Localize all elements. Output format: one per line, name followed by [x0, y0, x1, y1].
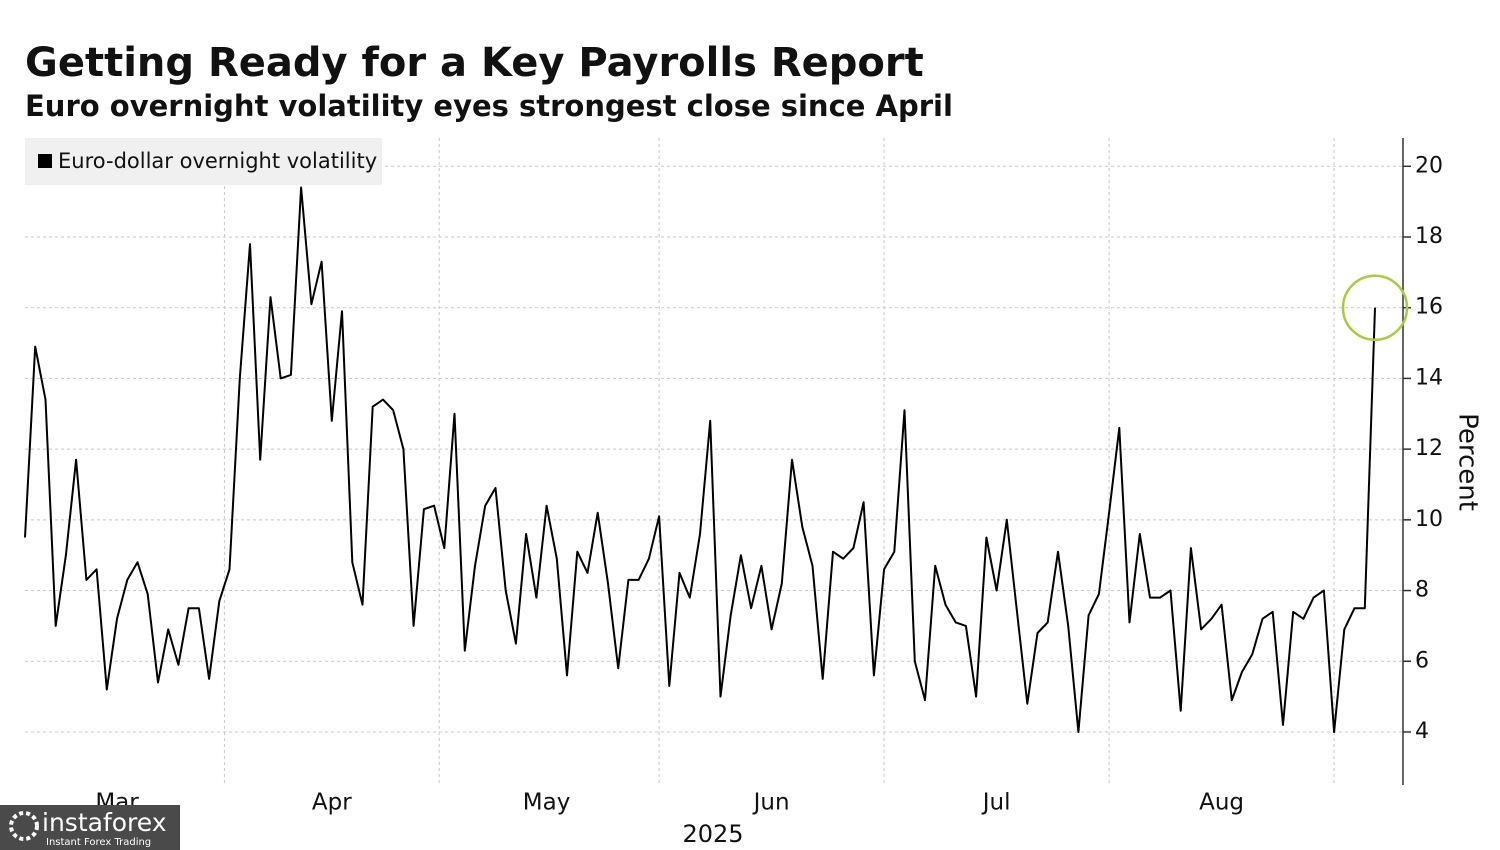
- highlight-circle: [1341, 274, 1409, 341]
- legend-box: [25, 138, 382, 185]
- y-tick-label: 10: [1415, 507, 1443, 532]
- x-tick-label: Apr: [312, 790, 352, 816]
- series-line: [24, 186, 1376, 733]
- watermark-brand: instaforex: [42, 808, 167, 837]
- chart-subtitle: Euro overnight volatility eyes strongest…: [25, 89, 953, 123]
- y-tick-label: 20: [1415, 153, 1443, 178]
- y-tick-label: 14: [1415, 365, 1443, 390]
- y-tick-label: 18: [1415, 224, 1443, 249]
- legend-label: Euro-dollar overnight volatility: [58, 149, 377, 173]
- y-tick-label: 6: [1415, 648, 1429, 673]
- x-axis-label: 2025: [682, 820, 743, 848]
- x-tick-label: Jun: [752, 790, 790, 816]
- x-tick-label: May: [523, 790, 571, 816]
- y-tick-label: 4: [1415, 719, 1429, 744]
- y-tick-label: 16: [1415, 295, 1443, 320]
- x-tick-label: Aug: [1199, 790, 1244, 816]
- y-tick-label: 12: [1415, 436, 1443, 461]
- legend-swatch: [38, 154, 52, 168]
- y-axis-label: Percent: [1453, 413, 1483, 511]
- watermark-tagline: Instant Forex Trading: [46, 837, 151, 848]
- chart-title: Getting Ready for a Key Payrolls Report: [25, 40, 924, 86]
- x-tick-label: Jul: [981, 790, 1011, 816]
- watermark-logo: [9, 811, 39, 841]
- y-tick-label: 8: [1415, 578, 1429, 603]
